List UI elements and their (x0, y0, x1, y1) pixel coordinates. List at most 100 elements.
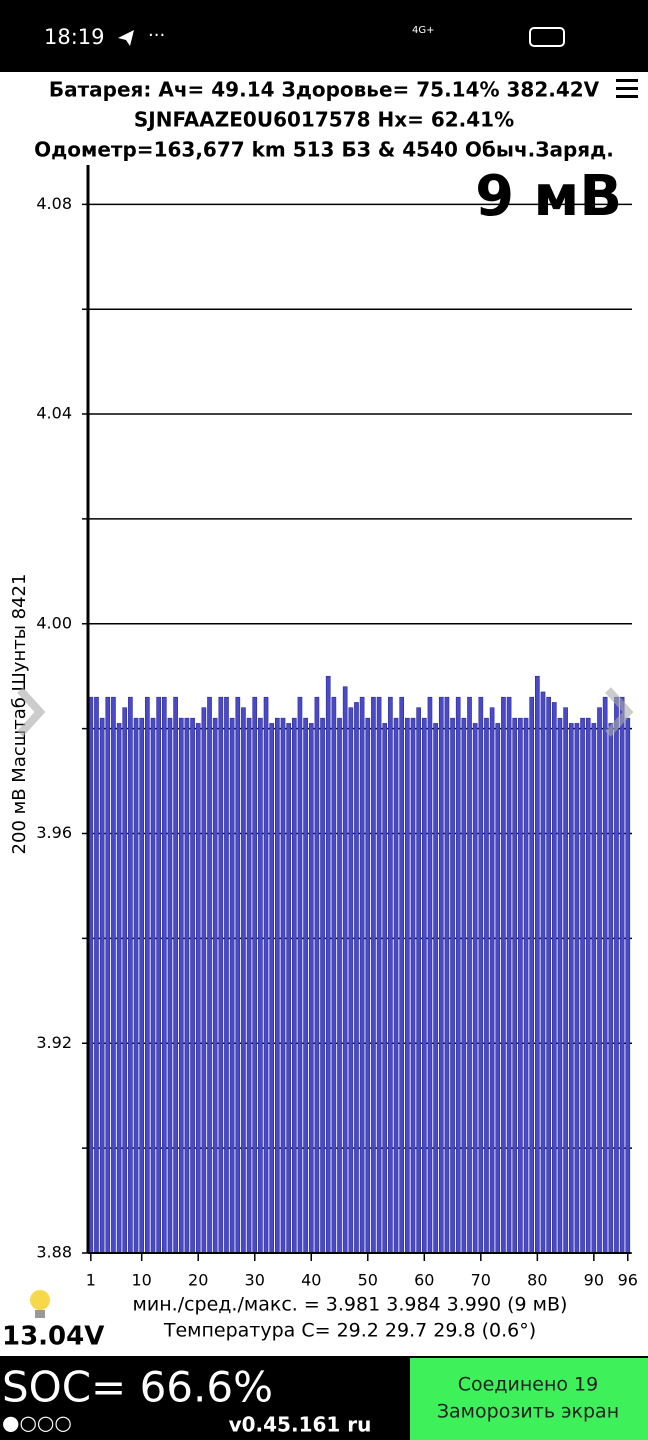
bar (518, 717, 523, 1254)
bar (252, 696, 258, 1254)
bar (388, 696, 393, 1254)
bar (614, 696, 619, 1254)
x-tick-label: 30 (245, 1271, 265, 1290)
bar (405, 717, 410, 1254)
bar (399, 696, 405, 1254)
bar (280, 717, 286, 1254)
x-tick-label: 80 (527, 1271, 547, 1290)
spread-annotation: 9 мВ (475, 164, 622, 229)
prev-arrow[interactable] (17, 687, 46, 737)
bar (608, 723, 614, 1254)
menu-icon[interactable] (616, 79, 638, 98)
x-tick-label: 96 (618, 1271, 638, 1290)
bar (331, 696, 337, 1254)
bar (489, 707, 495, 1254)
x-tick-label: 50 (358, 1271, 378, 1290)
bar (308, 723, 314, 1254)
plot: 3.88 3.92 3.96 4.00 4.04 4.08 1 10 20 30 40 50 60 70 8… (36, 165, 638, 1290)
bar (455, 696, 461, 1254)
bar (433, 723, 438, 1254)
more-icon: ··· (148, 25, 165, 46)
bar (619, 696, 625, 1254)
bar (546, 696, 551, 1254)
bar (320, 717, 325, 1254)
bar (150, 717, 156, 1254)
bar (427, 696, 433, 1254)
bar (224, 696, 229, 1254)
bar (184, 717, 190, 1254)
header-line: SJNFAAZE0U6017578 Hx= 62.41% (134, 108, 514, 132)
header-line: Батарея: Ач= 49.14 Здоровье= 75.14% 382.… (49, 78, 600, 102)
header-line: Одометр=163,677 km 513 БЗ & 4540 Обыч.За… (34, 138, 614, 162)
bar (190, 717, 195, 1254)
bar (161, 696, 167, 1254)
next-arrow[interactable] (605, 687, 634, 737)
page-dots: ●○○○ (2, 1411, 72, 1435)
x-tick-label: 90 (584, 1271, 604, 1290)
menu-bar (616, 87, 638, 90)
bar (178, 717, 184, 1254)
bar (303, 717, 308, 1254)
bar (207, 696, 212, 1254)
bar (241, 707, 246, 1254)
y-tick-label: 3.96 (36, 823, 72, 842)
bar (371, 696, 376, 1254)
bar (523, 717, 529, 1254)
bulb (30, 1290, 50, 1310)
bar (450, 717, 455, 1254)
bar (212, 717, 218, 1254)
y-tick-label: 4.08 (36, 194, 72, 213)
bar (99, 717, 105, 1254)
bar (585, 717, 591, 1254)
bar (568, 723, 574, 1254)
bar (348, 707, 354, 1254)
soc: SOC= 66.6% (2, 1363, 273, 1412)
bar (461, 717, 467, 1254)
button-text: Заморозить экран (437, 1401, 619, 1423)
bar (128, 696, 133, 1254)
bar (467, 696, 472, 1254)
bar (263, 696, 269, 1254)
bar (116, 723, 122, 1254)
bar (342, 686, 348, 1254)
bar (540, 691, 546, 1254)
bar (325, 675, 331, 1254)
bar (235, 696, 241, 1254)
bar (297, 696, 303, 1254)
y-axis-label: 200 мВ Масштаб Шунты 8421 (9, 574, 30, 855)
bar (354, 702, 359, 1254)
bar (563, 707, 568, 1254)
bar (535, 675, 540, 1254)
bar (574, 723, 580, 1254)
bulb-icon[interactable] (30, 1290, 50, 1318)
bar (218, 696, 224, 1254)
x-tick-label: 20 (188, 1271, 208, 1290)
bar (416, 707, 421, 1254)
bar (133, 717, 139, 1254)
bar (229, 717, 235, 1254)
bar (382, 723, 388, 1254)
bar (438, 696, 444, 1254)
bar (122, 707, 128, 1254)
telegram-icon (118, 30, 134, 46)
bar (156, 696, 161, 1254)
bar (359, 696, 365, 1254)
freeze-button[interactable]: Соединено 19 Заморозить экран (410, 1358, 648, 1440)
bar (484, 717, 489, 1254)
bar (506, 696, 512, 1254)
bar (365, 717, 371, 1254)
stats-line: мин./сред./макс. = 3.981 3.984 3.990 (9 … (133, 1294, 568, 1316)
button-bg (410, 1358, 648, 1440)
bar (195, 723, 201, 1254)
bar (444, 696, 450, 1254)
bar (337, 717, 342, 1254)
bar (393, 717, 399, 1254)
bar (591, 723, 597, 1254)
bar (201, 707, 207, 1254)
y-tick-label: 3.88 (36, 1243, 72, 1262)
bar (551, 702, 557, 1254)
clock: 18:19 (44, 25, 105, 49)
bar (478, 696, 484, 1254)
x-tick-label: 40 (301, 1271, 321, 1290)
bar (501, 696, 506, 1254)
